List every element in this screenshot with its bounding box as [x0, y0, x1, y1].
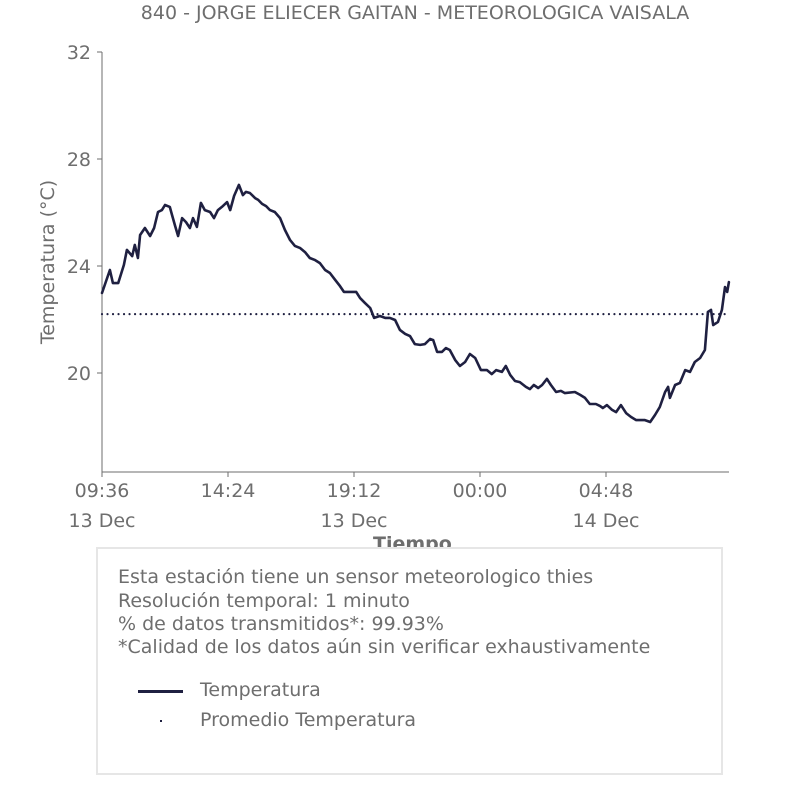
- x-tick-label: 09:36: [75, 480, 130, 502]
- x-tick-date-label: 13 Dec: [69, 510, 136, 532]
- y-tick-label: 24: [67, 256, 91, 278]
- axes: 20 24 28 32 09:36 13 Dec 14:24 19:12 13 Dec 00:00…: [67, 42, 729, 532]
- legend-label: Promedio Temperatura: [200, 709, 417, 731]
- x-tick-label: 00:00: [453, 480, 508, 502]
- plot-area: [100, 183, 731, 424]
- y-tick-label: 20: [67, 363, 91, 385]
- y-axis-label: Temperatura (°C): [37, 180, 59, 345]
- y-tick-label: 28: [67, 149, 91, 171]
- info-quality-note: *Calidad de los datos aún sin verificar …: [118, 636, 651, 658]
- info-sensor: Esta estación tiene un sensor meteorolog…: [118, 566, 594, 588]
- dot-swatch-icon: [160, 720, 162, 722]
- info-resolution: Resolución temporal: 1 minuto: [118, 590, 410, 612]
- x-tick-label: 14:24: [201, 480, 256, 502]
- y-tick-label: 32: [67, 42, 91, 64]
- temperature-series-line: [100, 183, 731, 424]
- info-transmitted: % de datos transmitidos*: 99.93%: [118, 613, 444, 635]
- x-tick-label: 04:48: [579, 480, 634, 502]
- x-tick-date-label: 14 Dec: [573, 510, 640, 532]
- x-tick-date-label: 13 Dec: [321, 510, 388, 532]
- info-legend-box: Esta estación tiene un sensor meteorolog…: [96, 547, 723, 775]
- solid-line-swatch-icon: [138, 690, 183, 693]
- chart-title: 840 - JORGE ELIECER GAITAN - METEOROLOGI…: [140, 2, 690, 24]
- x-tick-label: 19:12: [327, 480, 382, 502]
- legend-label: Temperatura: [200, 679, 321, 701]
